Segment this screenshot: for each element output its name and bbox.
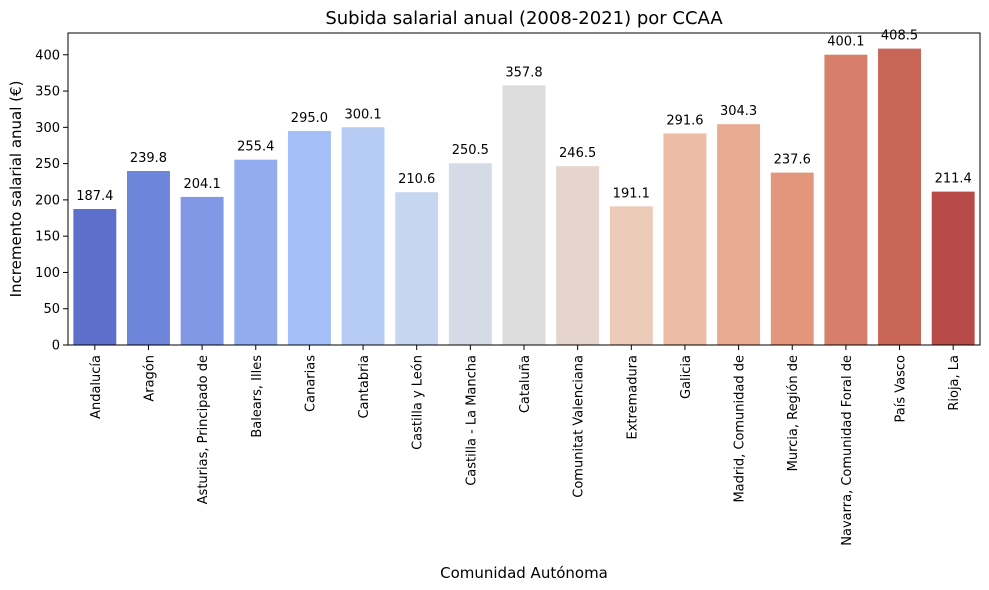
x-tick-label: Castilla y León <box>411 355 426 450</box>
bar-value-label: 191.1 <box>613 186 650 201</box>
bar <box>663 133 707 345</box>
bar <box>824 54 868 345</box>
bar-value-label: 250.5 <box>452 143 489 158</box>
bar-value-label: 400.1 <box>827 35 864 50</box>
bar-value-label: 304.3 <box>720 104 757 119</box>
plot-frame <box>67 32 981 346</box>
x-tick-label: Extremadura <box>625 355 640 440</box>
y-tick-label: 350 <box>35 85 60 100</box>
bar-value-label: 408.5 <box>881 29 918 44</box>
bar-value-label: 295.0 <box>291 111 328 126</box>
bar-value-label: 210.6 <box>398 172 435 187</box>
x-tick-label: Rioja, La <box>947 355 962 411</box>
bar-value-label: 246.5 <box>559 146 596 161</box>
y-tick-label: 50 <box>43 302 60 317</box>
bar <box>73 209 117 345</box>
x-tick-label: País Vasco <box>894 355 909 423</box>
bar-value-label: 237.6 <box>774 153 811 168</box>
bar <box>770 172 814 345</box>
x-tick-label: Cantabria <box>357 355 372 419</box>
bar <box>878 48 921 345</box>
bar <box>448 163 492 345</box>
x-tick-label: Murcia, Región de <box>786 355 801 471</box>
x-tick-label: Andalucía <box>89 355 104 419</box>
bar <box>287 130 331 345</box>
x-tick-label: Canarias <box>303 355 318 412</box>
bar <box>502 85 546 346</box>
y-tick-label: 100 <box>35 266 60 281</box>
bar <box>127 171 170 345</box>
bar-value-label: 291.6 <box>666 113 703 128</box>
x-tick-label: Cataluña <box>518 355 533 413</box>
bar-value-label: 239.8 <box>130 151 167 166</box>
plot-area: 187.4 239.8 204.1 255.4 295.0 300.1 210.6 250.5… <box>35 29 981 546</box>
bar <box>931 191 975 345</box>
bar <box>556 166 600 345</box>
bar <box>395 192 439 345</box>
y-tick-label: 0 <box>52 339 60 354</box>
y-tick-label: 250 <box>35 157 60 172</box>
x-tick-label: Comunitat Valenciana <box>572 355 587 498</box>
x-tick-label: Galicia <box>679 355 694 399</box>
y-tick-label: 400 <box>35 48 60 63</box>
x-tick-label: Castilla - La Mancha <box>464 355 479 486</box>
bar <box>234 159 278 345</box>
bar <box>180 196 224 345</box>
x-tick-label: Navarra, Comunidad Foral de <box>840 355 855 546</box>
bar-value-label: 187.4 <box>76 189 113 204</box>
y-tick-label: 150 <box>35 230 60 245</box>
y-tick-label: 200 <box>35 193 60 208</box>
y-axis-title: Incremento salarial anual (€) <box>7 81 25 298</box>
x-tick-label: Balears, Illes <box>250 355 265 438</box>
bar-value-label: 300.1 <box>344 107 381 122</box>
y-tick-label: 300 <box>35 121 60 136</box>
x-tick-label: Madrid, Comunidad de <box>733 355 748 503</box>
bar <box>609 206 653 345</box>
bar-value-label: 211.4 <box>935 172 972 187</box>
bar-value-label: 255.4 <box>237 140 274 155</box>
bar-value-label: 357.8 <box>505 65 542 80</box>
bar-value-label: 204.1 <box>184 177 221 192</box>
x-axis-title: Comunidad Autónoma <box>440 564 608 582</box>
x-tick-label: Asturias, Principado de <box>196 355 211 504</box>
bar <box>717 124 761 345</box>
x-tick-label: Aragón <box>142 355 157 402</box>
bar <box>341 127 385 345</box>
chart-title: Subida salarial anual (2008-2021) por CC… <box>325 8 723 29</box>
